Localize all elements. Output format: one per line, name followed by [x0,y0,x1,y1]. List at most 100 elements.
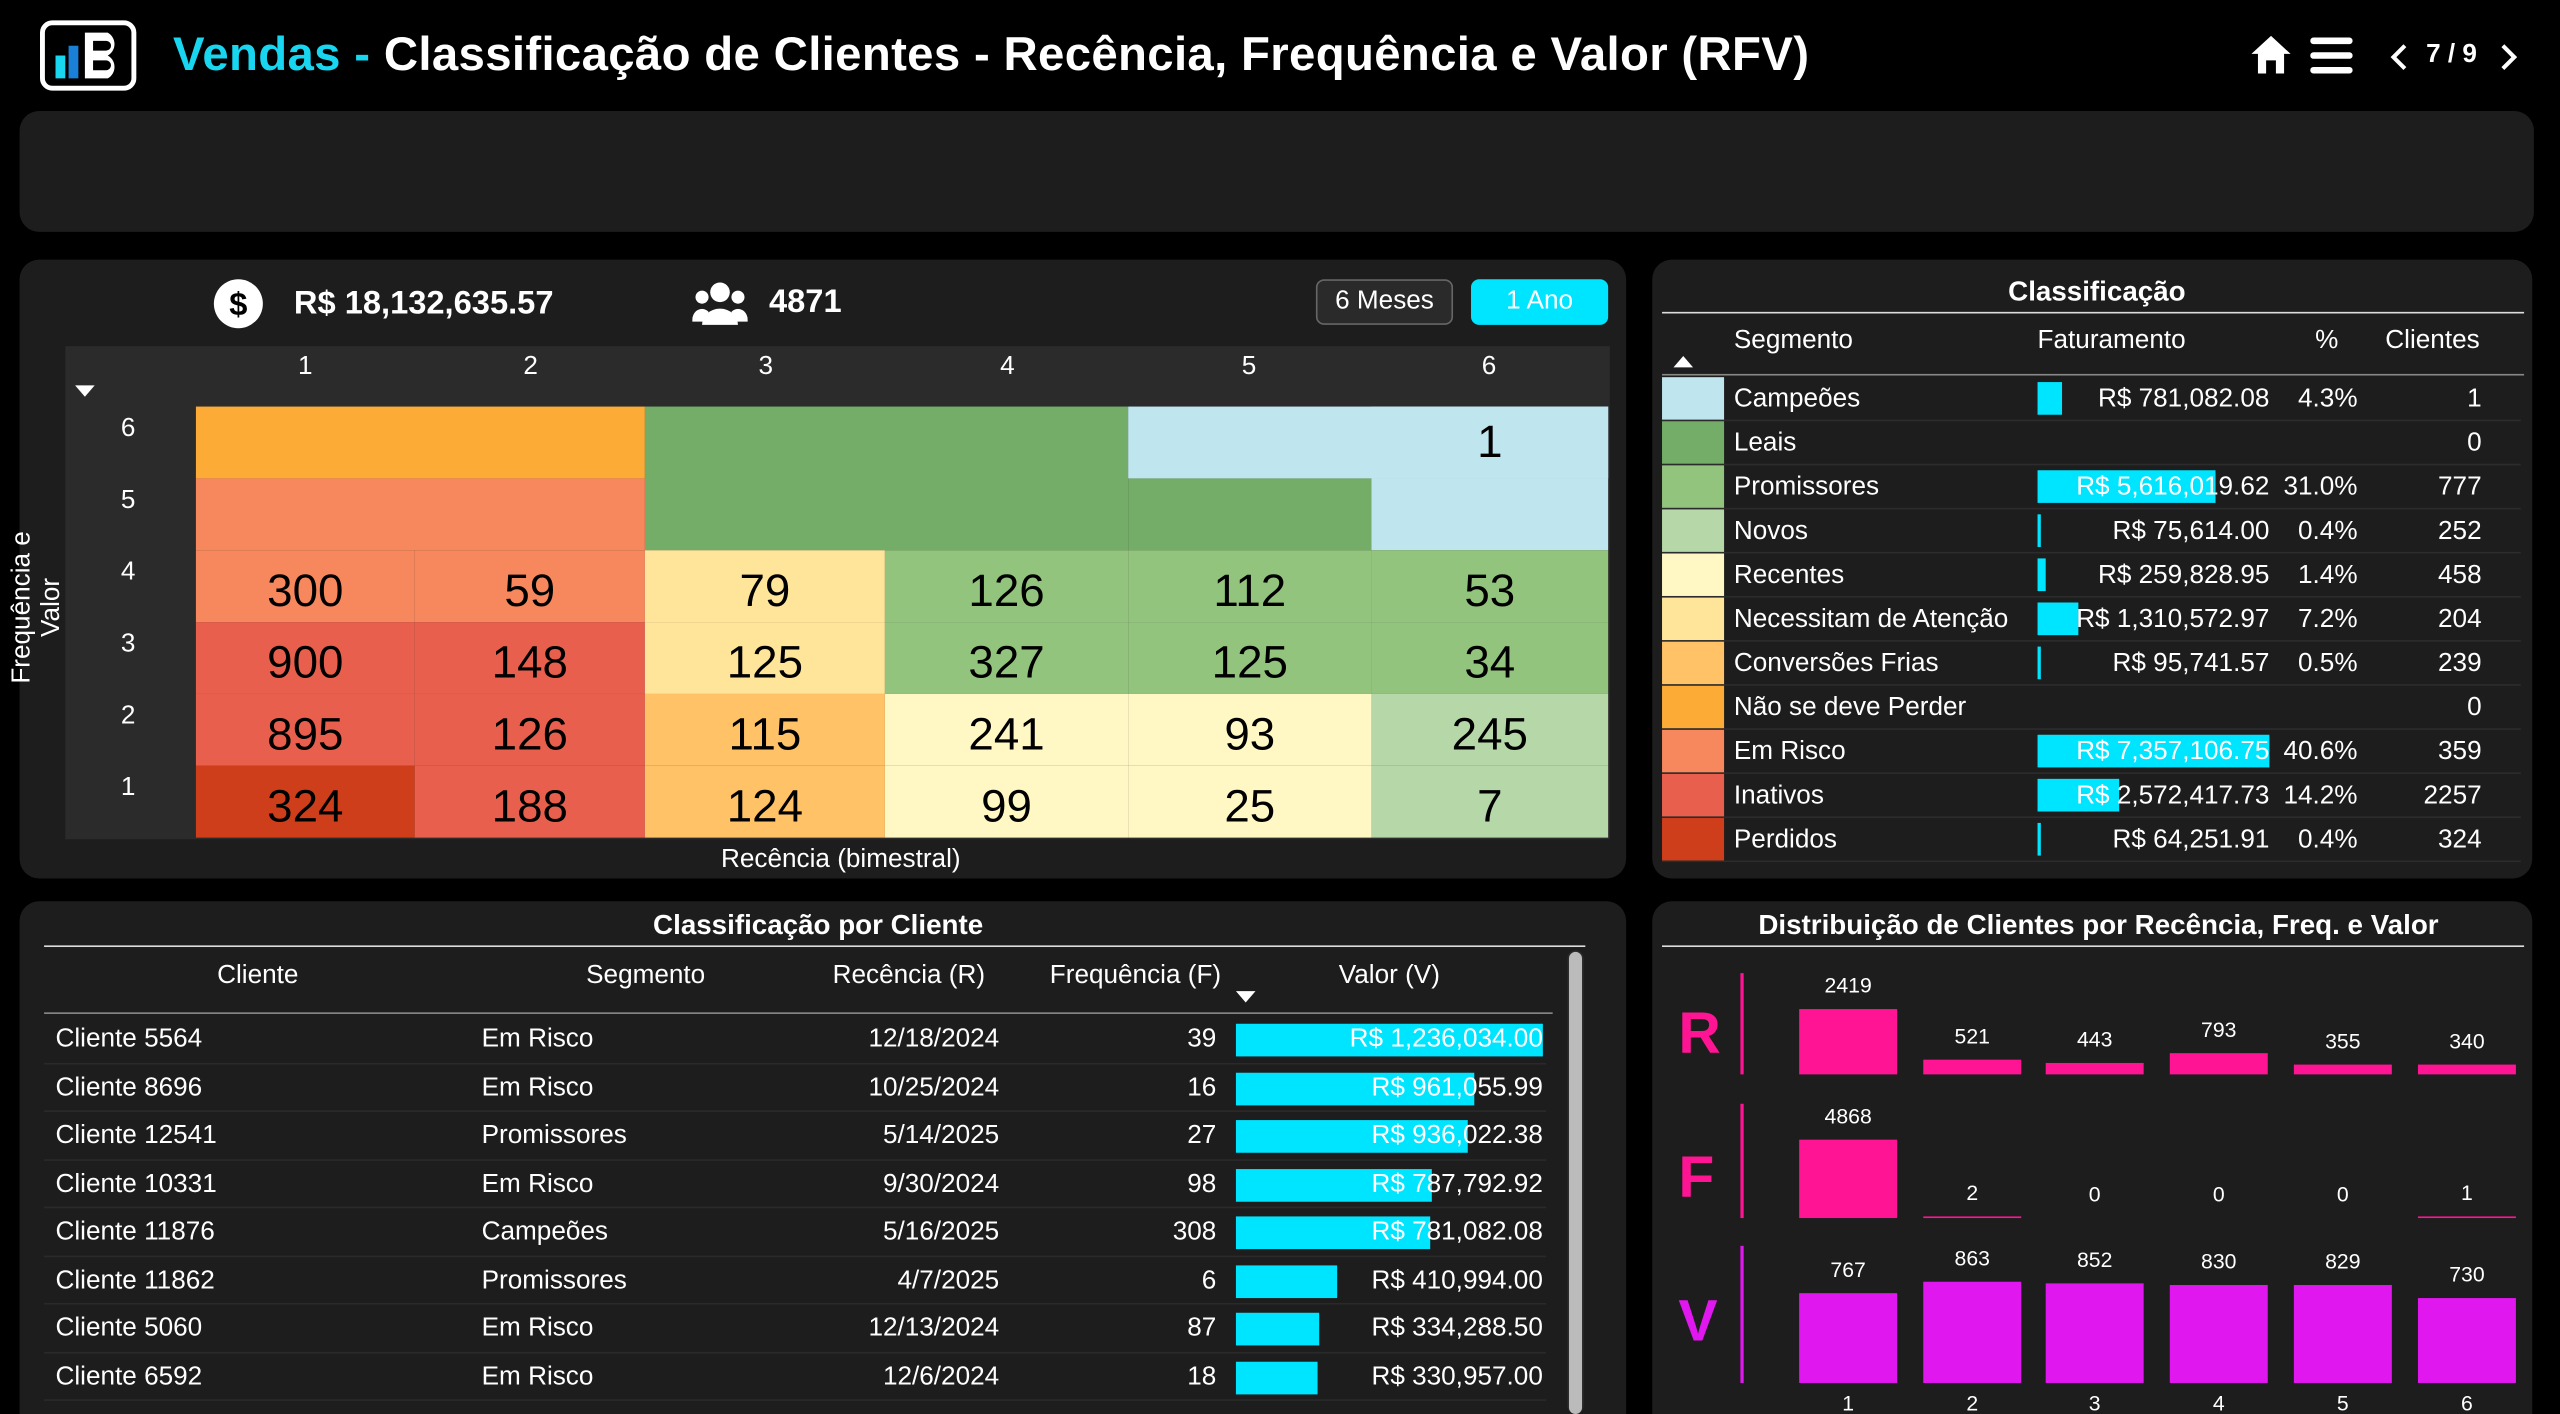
col-header-frequency[interactable]: Frequência (F) [1049,961,1222,990]
segment-name: Promissores [1733,473,1880,502]
segment-row[interactable]: Recentes R$ 259,828.95 1.4% 458 [1662,553,2521,598]
client-frequency: 87 [1187,1314,1217,1343]
segment-row[interactable]: Campeões R$ 781,082.08 4.3% 1 [1662,377,2521,422]
col-header-pct[interactable]: % [2315,326,2339,355]
value-bar [1235,1120,1469,1153]
heatmap-col-3: 3 [758,352,773,381]
table-row[interactable]: Cliente 5564 Em Risco 12/18/2024 39 R$ 1… [44,1016,1547,1064]
heatmap-cell: 125 [1128,622,1372,694]
col-header-segment[interactable]: Segmento [1733,326,1853,355]
segment-row[interactable]: Perdidos R$ 64,251.91 0.4% 324 [1662,818,2521,863]
dist-bar-r [2169,1052,2268,1075]
segment-clients: 1 [2467,385,2482,414]
segment-name: Campeões [1733,385,1861,414]
scrollbar-thumb[interactable] [1568,951,1583,1414]
chevron-right-icon[interactable] [2500,42,2520,80]
segment-revenue: R$ 7,357,106.75 [2076,738,2270,766]
heatmap-cell: 245 [1371,693,1609,766]
toggle-6-months[interactable]: 6 Meses [1315,279,1454,325]
segment-color-swatch [1662,553,1725,596]
table-row[interactable]: Cliente 5060 Em Risco 12/13/2024 87 R$ 3… [44,1305,1547,1353]
table-row[interactable]: Cliente 12541 Promissores 5/14/2025 27 R… [44,1112,1547,1161]
segment-color-swatch [1662,685,1725,729]
revenue-bar [2037,470,2215,503]
client-frequency: 6 [1201,1266,1217,1294]
client-segment: Em Risco [481,1169,594,1198]
heatmap-x-label: Recência (bimestral) [721,845,961,874]
heatmap-cell: 25 [1128,765,1372,838]
segment-name: Recentes [1733,561,1845,590]
heatmap-cell: 79 [644,550,885,623]
segment-row[interactable]: Leais 0 [1662,421,2521,466]
table-row[interactable]: Cliente 6592 Em Risco 12/6/2024 18 R$ 33… [44,1353,1547,1401]
sort-down-icon[interactable] [1235,991,1256,1003]
client-recency: 4/7/2025 [897,1266,1000,1294]
client-value: R$ 787,792.92 [1371,1169,1543,1198]
dist-value: 521 [1954,1024,1990,1049]
table-row[interactable]: Cliente 10331 Em Risco 9/30/2024 98 R$ 7… [44,1160,1547,1209]
col-header-segment[interactable]: Segmento [586,961,706,990]
segment-row[interactable]: Conversões Frias R$ 95,741.57 0.5% 239 [1662,641,2521,686]
heatmap-cell: 324 [195,765,415,838]
segment-name: Leais [1733,429,1797,458]
table-row[interactable]: Cliente 11876 Campeões 5/16/2025 308 R$ … [44,1208,1547,1257]
segment-clients: 2257 [2423,782,2482,810]
logo [39,20,137,92]
segment-row[interactable]: Em Risco R$ 7,357,106.75 40.6% 359 [1662,729,2521,774]
heatmap-cell: 241 [884,693,1129,766]
client-name: Cliente 5564 [55,1025,203,1054]
segment-clients: 239 [2438,649,2482,678]
col-header-clients[interactable]: Clientes [2385,326,2480,355]
segment-clients: 324 [2438,826,2482,854]
client-segment: Em Risco [481,1073,594,1102]
home-icon[interactable] [2250,33,2292,84]
segment-color-swatch [1662,509,1725,552]
heatmap-y-label: Frequência e Valor [8,531,66,684]
dist-value: 730 [2449,1261,2485,1286]
dist-value: 767 [1830,1257,1866,1282]
toggle-1-year[interactable]: 1 Ano [1471,279,1609,325]
table-row[interactable]: Cliente 11862 Promissores 4/7/2025 6 R$ … [44,1256,1547,1305]
segment-row[interactable]: Não se deve Perder 0 [1662,685,2521,730]
segment-revenue: R$ 75,614.00 [2112,517,2270,546]
segment-row[interactable]: Promissores R$ 5,616,019.62 31.0% 777 [1662,465,2521,510]
col-header-recency[interactable]: Recência (R) [832,961,986,990]
heatmap-cell: 125 [644,622,885,694]
table-row[interactable]: Cliente 8696 Em Risco 10/25/2024 16 R$ 9… [44,1064,1547,1112]
sort-up-icon[interactable] [1673,355,1694,368]
segment-name: Novos [1733,517,1808,546]
value-bar [1235,1312,1319,1346]
dist-x-label: 4 [2212,1391,2225,1414]
segment-clients: 204 [2438,605,2482,634]
dist-value: 830 [2201,1249,2237,1275]
client-recency: 5/16/2025 [882,1218,1000,1246]
menu-icon[interactable] [2310,36,2353,83]
client-name: Cliente 6592 [55,1362,203,1391]
sort-arrow-icon[interactable] [75,385,95,397]
heatmap-cell: 34 [1371,622,1609,694]
segment-pct: 0.4% [2298,826,2358,854]
dist-x-label: 5 [2336,1391,2349,1414]
segment-name: Perdidos [1733,826,1837,854]
dist-bar-v [2169,1285,2268,1383]
kpi-revenue: R$ 18,132,635.57 [293,285,554,322]
segment-name: Em Risco [1733,738,1846,766]
heatmap-cell: 900 [195,622,415,694]
segment-row[interactable]: Novos R$ 75,614.00 0.4% 252 [1662,509,2521,554]
dist-bar-r [1923,1060,2022,1075]
chevron-left-icon[interactable] [2389,42,2409,80]
segment-row[interactable]: Necessitam de Atenção R$ 1,310,572.97 7.… [1662,597,2521,642]
dist-value: 2 [1966,1179,1979,1205]
heatmap-col-2: 2 [523,352,538,381]
col-header-value[interactable]: Valor (V) [1338,961,1440,990]
value-bar [1235,1023,1543,1057]
client-value: R$ 330,957.00 [1371,1362,1543,1391]
col-header-client[interactable]: Cliente [217,961,299,990]
heatmap-col-6: 6 [1481,352,1497,381]
dist-label-r: R [1678,999,1721,1067]
dist-axis [1740,1245,1744,1383]
col-header-revenue[interactable]: Faturamento [2037,326,2186,355]
heatmap-row-1: 1 [120,773,136,802]
heatmap-row-6: 6 [120,414,136,443]
segment-row[interactable]: Inativos R$ 2,572,417.73 14.2% 2257 [1662,773,2521,819]
